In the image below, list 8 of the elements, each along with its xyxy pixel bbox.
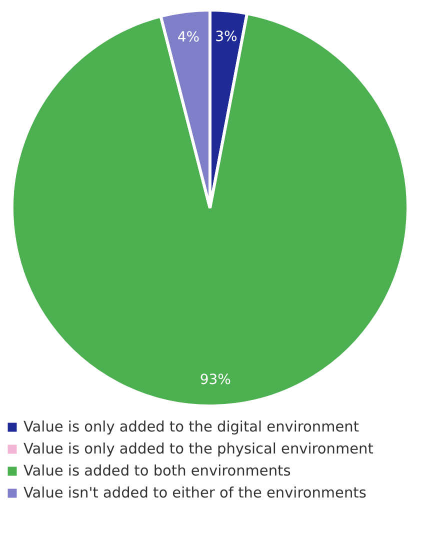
data-label: 3% [215, 28, 238, 45]
pie-slice [10, 12, 410, 408]
data-label: 93% [200, 372, 231, 388]
legend-label: Value is only added to the physical environment [24, 441, 374, 458]
legend-label: Value is only added to the digital environment [24, 419, 360, 436]
legend-label: Value is added to both environments [24, 463, 291, 480]
legend-label: Value isn't added to either of the environments [24, 485, 366, 502]
data-label: 4% [177, 29, 200, 46]
